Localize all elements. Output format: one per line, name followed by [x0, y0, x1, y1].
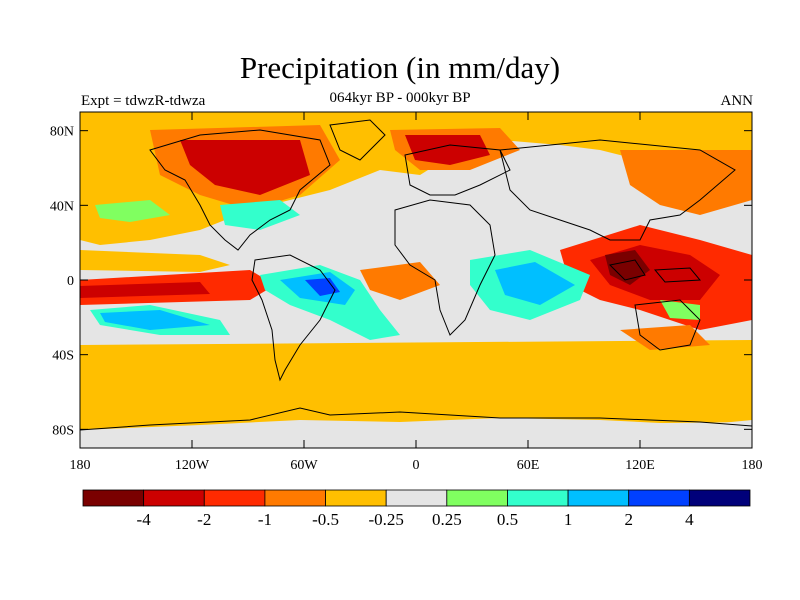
lat-tick-label: 80S [52, 423, 74, 438]
lat-tick-label: 0 [67, 274, 74, 289]
colorbar-swatch [82, 489, 145, 507]
experiment-label: Expt = tdwzR-tdwza [81, 93, 206, 109]
lat-tick-label: 80N [50, 125, 74, 140]
page-title: Precipitation (in mm/day) [239, 50, 561, 85]
season-label: ANN [720, 93, 754, 109]
colorbar-label: -2 [197, 510, 211, 529]
lon-tick-label: 180 [742, 458, 763, 473]
colorbar-label: -1 [258, 510, 272, 529]
map-field [80, 112, 752, 448]
lon-tick-label: 60W [290, 458, 318, 473]
colorbar-swatch [446, 489, 508, 507]
colorbar-label: 1 [564, 510, 573, 529]
colorbar-swatch [325, 489, 387, 507]
colorbar-swatch [203, 489, 266, 507]
lon-tick-label: 60E [517, 458, 540, 473]
colorbar-swatch [385, 489, 448, 507]
colorbar-swatch [628, 489, 690, 507]
colorbar-swatch [567, 489, 630, 507]
coastlines [80, 119, 752, 431]
colorbar-swatch [688, 489, 751, 507]
page-subtitle: 064kyr BP - 000kyr BP [329, 90, 471, 106]
colorbar-label: 0.5 [497, 510, 518, 529]
colorbar-label: -0.25 [368, 510, 403, 529]
colorbar: -4 -2 -1 -0.5 -0.25 0.25 0.5 1 2 4 [82, 489, 751, 529]
colorbar-label: 2 [624, 510, 633, 529]
lon-tick-label: 120W [175, 458, 210, 473]
lon-tick-label: 180 [70, 458, 91, 473]
colorbar-label: 0.25 [432, 510, 462, 529]
colorbar-label: -0.5 [312, 510, 339, 529]
colorbar-label: -4 [137, 510, 152, 529]
colorbar-swatch [143, 489, 205, 507]
lon-tick-label: 120E [625, 458, 655, 473]
colorbar-swatch [507, 489, 569, 507]
lat-tick-label: 40N [50, 199, 74, 214]
colorbar-label: 4 [685, 510, 694, 529]
map-ticks: 80N 40N 0 40S 80S 180 120W 60W 0 60E 120E 180 [50, 112, 763, 473]
lat-tick-label: 40S [52, 349, 74, 364]
anomaly-field [80, 112, 752, 448]
lon-tick-label: 0 [413, 458, 420, 473]
colorbar-swatch [264, 489, 326, 507]
